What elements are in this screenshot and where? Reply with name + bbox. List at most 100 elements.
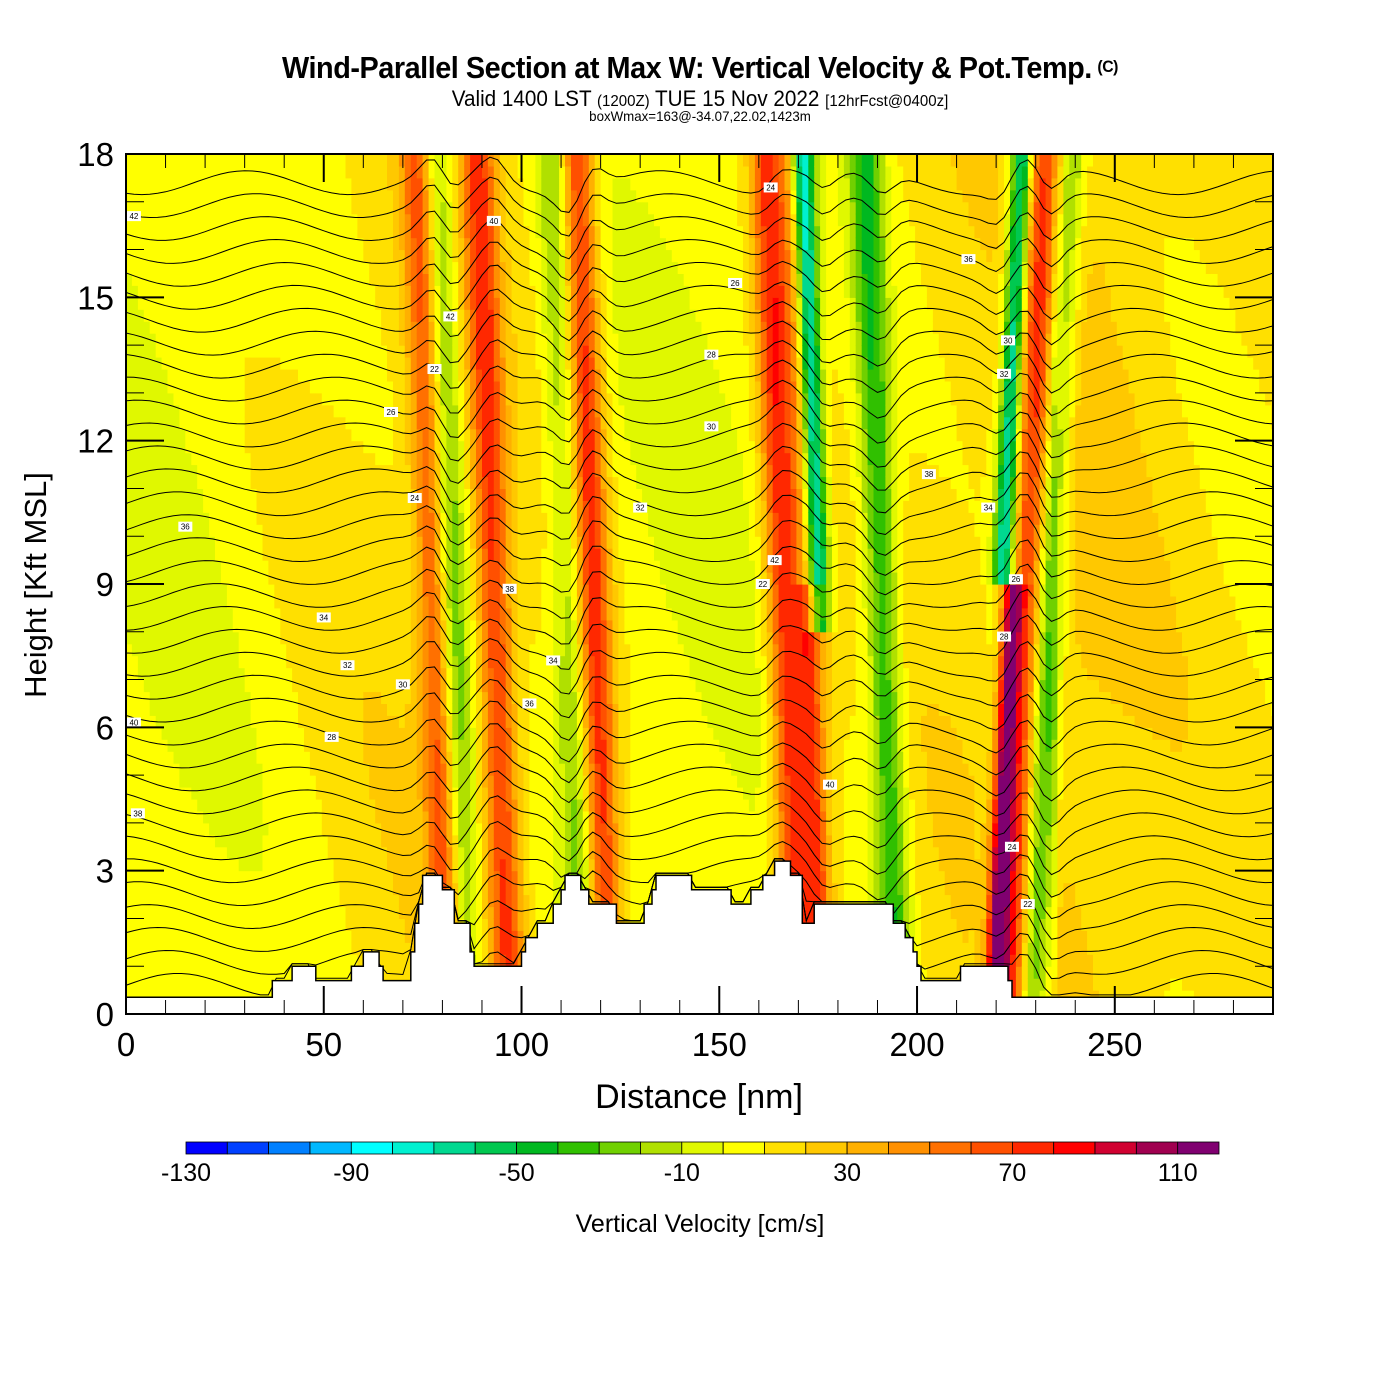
velocity-cell [482, 440, 489, 454]
velocity-cell [268, 930, 275, 943]
velocity-cell [149, 799, 157, 812]
velocity-cell [410, 177, 418, 191]
velocity-cell [209, 954, 216, 967]
velocity-cell [309, 524, 317, 537]
velocity-cell [173, 834, 180, 848]
velocity-cell [422, 691, 430, 704]
velocity-cell [197, 882, 204, 896]
velocity-cell [268, 261, 275, 274]
velocity-cell [511, 225, 519, 239]
velocity-cell [179, 476, 186, 489]
velocity-cell [280, 404, 287, 418]
velocity-cell [446, 225, 453, 239]
velocity-cell [292, 416, 299, 430]
velocity-cell [387, 942, 394, 955]
velocity-cell [452, 285, 459, 298]
velocity-cell [327, 846, 335, 860]
velocity-cell [131, 882, 139, 896]
velocity-cell [173, 607, 180, 621]
velocity-cell [256, 918, 263, 931]
velocity-cell [327, 799, 335, 812]
velocity-cell [274, 345, 281, 358]
velocity-cell [179, 679, 186, 693]
velocity-cell [161, 679, 169, 693]
velocity-cell [523, 918, 530, 931]
velocity-cell [529, 715, 536, 728]
velocity-cell [523, 189, 530, 203]
velocity-cell [351, 954, 358, 967]
velocity-cell [226, 894, 234, 908]
velocity-cell [529, 930, 536, 943]
velocity-cell [345, 631, 352, 645]
velocity-cell [440, 595, 447, 609]
velocity-cell [369, 392, 376, 406]
velocity-cell [143, 810, 151, 824]
velocity-cell [428, 775, 436, 788]
velocity-cell [315, 249, 323, 263]
velocity-cell [493, 846, 501, 860]
velocity-cell [149, 643, 157, 657]
velocity-cell [173, 357, 180, 370]
velocity-cell [458, 810, 465, 824]
velocity-cell [410, 870, 418, 884]
velocity-cell [244, 918, 252, 931]
velocity-cell [292, 548, 299, 561]
velocity-cell [446, 751, 453, 764]
velocity-cell [363, 261, 370, 274]
velocity-cell [363, 237, 370, 251]
velocity-cell [131, 595, 139, 609]
velocity-cell [209, 189, 216, 203]
velocity-cell [464, 667, 471, 681]
velocity-cell [250, 273, 258, 286]
velocity-cell [458, 739, 465, 752]
velocity-cell [298, 787, 305, 800]
velocity-cell [209, 225, 216, 239]
velocity-cell [482, 392, 489, 406]
velocity-cell [161, 810, 169, 824]
velocity-cell [262, 201, 269, 215]
velocity-cell [143, 297, 151, 310]
velocity-cell [363, 942, 370, 955]
velocity-cell [482, 560, 489, 573]
velocity-cell [404, 799, 412, 812]
velocity-cell [476, 357, 483, 370]
velocity-cell [482, 452, 489, 466]
velocity-cell [440, 177, 447, 191]
velocity-cell [131, 237, 139, 251]
velocity-cell [191, 787, 198, 800]
velocity-cell [416, 560, 424, 573]
velocity-cell [315, 392, 323, 406]
velocity-cell [393, 392, 400, 406]
chart-title: Wind-Parallel Section at Max W: Vertical… [49, 50, 1351, 86]
velocity-cell [280, 751, 287, 764]
velocity-cell [511, 763, 519, 776]
velocity-cell [292, 285, 299, 298]
velocity-cell [137, 285, 145, 298]
velocity-cell [470, 225, 477, 239]
velocity-cell [304, 237, 311, 251]
velocity-cell [369, 428, 376, 442]
velocity-cell [345, 799, 352, 812]
velocity-cell [268, 966, 275, 979]
velocity-cell [387, 309, 394, 322]
velocity-cell [232, 560, 240, 573]
velocity-cell [493, 309, 501, 322]
velocity-cell [315, 512, 323, 525]
velocity-cell [143, 225, 151, 239]
velocity-cell [167, 237, 174, 251]
velocity-cell [511, 882, 519, 896]
velocity-cell [298, 524, 305, 537]
velocity-cell [143, 452, 151, 466]
velocity-cell [339, 261, 347, 274]
velocity-cell [351, 870, 358, 884]
velocity-cell [381, 930, 388, 943]
velocity-cell [238, 536, 246, 549]
velocity-cell [137, 333, 145, 346]
velocity-cell [452, 619, 459, 633]
velocity-cell [339, 548, 347, 561]
velocity-cell [404, 703, 412, 716]
velocity-cell [155, 189, 163, 203]
velocity-cell [161, 572, 169, 585]
velocity-cell [487, 225, 495, 239]
velocity-cell [387, 165, 394, 179]
